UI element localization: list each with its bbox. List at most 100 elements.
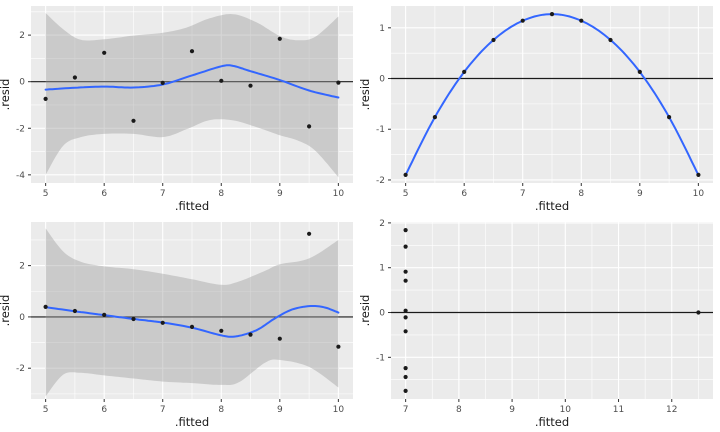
y-tick-label: 2 — [19, 262, 25, 272]
y-tick-label: -2 — [376, 176, 385, 186]
data-point — [403, 278, 408, 283]
data-point — [336, 80, 341, 85]
x-axis-title: .fitted — [535, 415, 569, 429]
y-tick-label: 0 — [19, 78, 25, 88]
x-tick-label: 10 — [333, 189, 345, 199]
y-tick-label: -4 — [16, 171, 25, 181]
x-tick-label: 9 — [277, 189, 283, 199]
y-tick-label: 2 — [19, 31, 25, 41]
data-point — [403, 172, 408, 177]
data-point — [160, 80, 165, 85]
y-tick-label: 0 — [379, 75, 385, 85]
data-point — [219, 328, 224, 333]
confidence-ribbon — [45, 228, 339, 397]
data-point — [579, 18, 584, 23]
data-point — [696, 172, 701, 177]
x-tick-label: 6 — [101, 189, 107, 199]
y-tick-label: 0 — [379, 309, 385, 319]
plot-top-left: 5 6 7 8 9 10 -4 -2 0 2 .fitted .resid — [0, 6, 353, 213]
data-point — [102, 312, 107, 317]
plot-cell-top-left: 5 6 7 8 9 10 -4 -2 0 2 .fitted .resid — [0, 0, 360, 216]
data-point — [432, 115, 437, 120]
data-point — [336, 344, 341, 349]
x-tick-label: 5 — [403, 189, 409, 199]
y-axis-title: .resid — [360, 295, 372, 327]
data-point — [307, 124, 312, 129]
data-point — [403, 366, 408, 371]
panel-background — [391, 222, 713, 399]
data-point — [549, 12, 555, 17]
y-tick-label: 1 — [379, 24, 385, 34]
data-point — [189, 49, 195, 54]
data-point — [277, 36, 282, 41]
x-tick-label: 7 — [403, 405, 409, 415]
smooth-line — [44, 305, 340, 338]
plot-layer-group — [391, 228, 713, 393]
y-axis-title: .resid — [0, 295, 12, 327]
data-point — [637, 69, 642, 74]
data-point — [43, 304, 48, 309]
x-tick-label: 10 — [560, 405, 572, 415]
x-tick-label: 7 — [160, 405, 166, 415]
data-point — [462, 69, 467, 74]
x-tick-label: 6 — [461, 189, 467, 199]
plot-layer-group — [31, 228, 353, 397]
x-tick-label: 12 — [666, 405, 677, 415]
data-point — [72, 75, 77, 80]
data-point — [102, 50, 107, 55]
data-point — [277, 336, 282, 341]
data-point — [248, 332, 253, 337]
y-axis-title: .resid — [360, 79, 372, 111]
data-point — [403, 228, 408, 233]
data-point — [131, 118, 136, 123]
x-tick-label: 10 — [333, 405, 345, 415]
plot-bottom-left: 5 6 7 8 9 10 -2 0 2 .fitted .resid — [0, 222, 353, 429]
data-point — [72, 308, 77, 314]
plot-cell-top-right: 5 6 7 8 9 10 -2 -1 0 1 .fitted .resid — [360, 0, 720, 216]
x-tick-label: 8 — [578, 189, 584, 199]
x-axis-title: .fitted — [175, 415, 209, 429]
y-tick-label: -2 — [16, 124, 25, 134]
y-tick-label: -1 — [376, 125, 385, 135]
data-point — [403, 315, 408, 320]
y-tick-label: 0 — [19, 313, 25, 323]
data-point — [491, 37, 496, 43]
x-tick-label: 8 — [456, 405, 462, 415]
x-tick-label: 11 — [613, 405, 624, 415]
x-tick-label: 7 — [160, 189, 166, 199]
x-axis-title: .fitted — [535, 199, 569, 213]
confidence-ribbon — [45, 13, 339, 178]
x-tick-label: 7 — [520, 189, 526, 199]
y-tick-label: -1 — [376, 353, 385, 363]
x-tick-label: 9 — [637, 189, 643, 199]
x-tick-label: 5 — [43, 405, 49, 415]
data-point — [43, 96, 48, 101]
data-point — [403, 388, 408, 393]
y-axis-title: .resid — [0, 79, 12, 111]
x-tick-label: 8 — [218, 405, 224, 415]
x-tick-label: 6 — [101, 405, 107, 415]
smooth-line — [44, 64, 340, 99]
data-point — [696, 310, 701, 315]
x-axis-title: .fitted — [175, 199, 209, 213]
x-tick-label: 8 — [218, 189, 224, 199]
data-point — [403, 329, 408, 334]
x-tick-label: 9 — [277, 405, 283, 415]
data-point — [608, 37, 613, 43]
data-point — [248, 83, 253, 88]
data-point — [403, 244, 408, 249]
x-tick-label: 9 — [509, 405, 515, 415]
data-point — [189, 324, 195, 329]
data-point — [403, 269, 408, 274]
data-point — [160, 320, 165, 325]
x-tick-label: 10 — [693, 189, 705, 199]
y-tick-label: -2 — [16, 364, 25, 374]
y-tick-label: 1 — [379, 264, 385, 274]
x-tick-label: 5 — [43, 189, 49, 199]
plot-layer-group — [31, 13, 353, 178]
data-point — [520, 18, 525, 23]
data-point — [403, 308, 408, 313]
data-point — [131, 316, 136, 322]
